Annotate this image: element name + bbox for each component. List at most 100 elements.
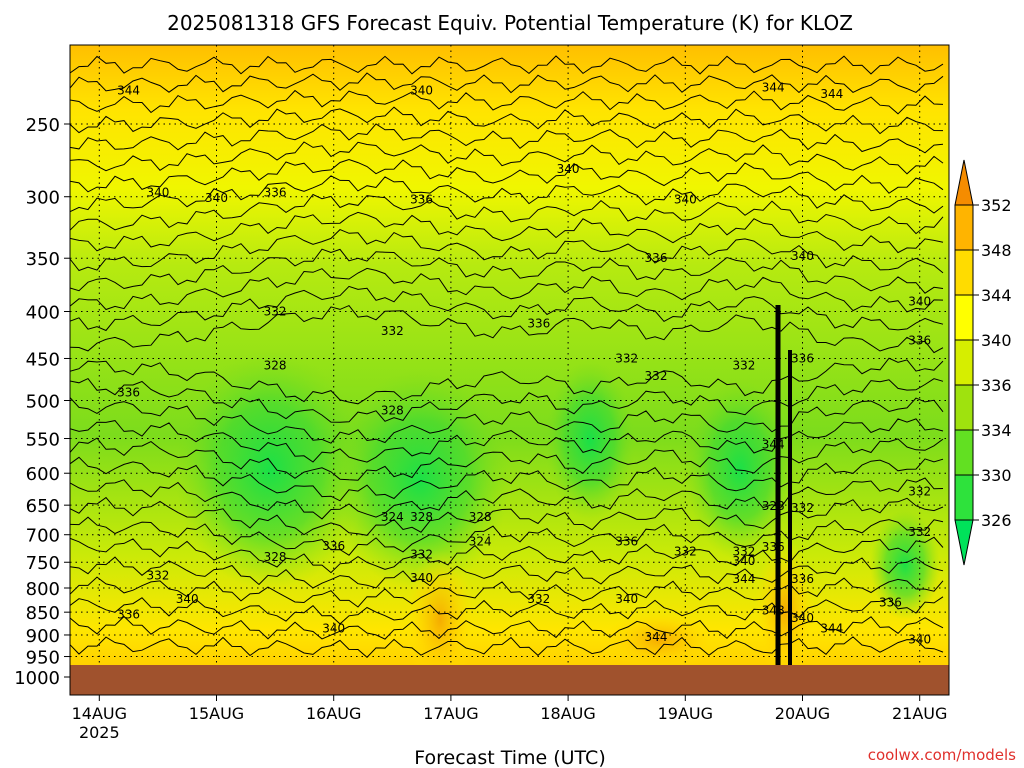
contour-labels: 344 340 344 344 340 340 340 336 336 340 336 340 340 3… bbox=[117, 80, 931, 646]
colorbar-segment bbox=[954, 249, 974, 296]
contour-label: 332 bbox=[908, 525, 931, 539]
contour-label: 336 bbox=[879, 596, 902, 610]
y-tick-label: 750 bbox=[26, 553, 60, 574]
colorbar-segment bbox=[954, 339, 974, 386]
contour-label: 324 bbox=[469, 535, 492, 549]
cool-region bbox=[870, 510, 940, 620]
x-tick-label: 14AUG bbox=[72, 704, 127, 723]
contour-line bbox=[70, 304, 944, 354]
colorbar-segment bbox=[954, 429, 974, 476]
contour-label: 332 bbox=[146, 568, 169, 582]
colorbar-segment bbox=[954, 204, 974, 251]
contour-label: 332 bbox=[732, 544, 755, 558]
contour-line bbox=[70, 615, 944, 640]
contour-line bbox=[70, 397, 944, 444]
contour-label: 340 bbox=[908, 632, 931, 646]
contour-line bbox=[70, 377, 944, 423]
x-tick-label: 18AUG bbox=[540, 704, 595, 723]
colorbar: 326 330 334 336 340 344 348 352 bbox=[954, 159, 1012, 566]
y-tick-label: 350 bbox=[26, 249, 60, 270]
contour-label: 332 bbox=[615, 351, 638, 365]
contour-label: 340 bbox=[908, 294, 931, 308]
contour-line bbox=[70, 576, 944, 608]
contour-label: 340 bbox=[791, 249, 814, 263]
y-tick-label: 950 bbox=[26, 648, 60, 669]
y-tick-label: 250 bbox=[26, 115, 60, 136]
contour-line bbox=[70, 267, 944, 313]
contour-line bbox=[70, 556, 944, 589]
contour-label: 332 bbox=[791, 501, 814, 515]
x-tick-label: 15AUG bbox=[189, 704, 244, 723]
y-tick-label: 300 bbox=[26, 188, 60, 209]
contour-label: 336 bbox=[791, 351, 814, 365]
colorbar-label: 336 bbox=[981, 376, 1012, 395]
colorbar-segment bbox=[954, 294, 974, 341]
contour-label: 336 bbox=[264, 186, 287, 200]
contour-line bbox=[70, 193, 944, 235]
plot-frame bbox=[69, 44, 950, 696]
contour-label: 328 bbox=[264, 359, 287, 373]
contour-line bbox=[70, 141, 944, 175]
contour-label: 336 bbox=[527, 316, 550, 330]
x-tick-label: 19AUG bbox=[658, 704, 713, 723]
contour-line bbox=[70, 357, 944, 405]
contour-label: 344 bbox=[645, 630, 668, 644]
x-tick-label: 16AUG bbox=[306, 704, 361, 723]
warm-region bbox=[405, 550, 475, 690]
contour-line bbox=[70, 55, 944, 75]
contour-label: 328 bbox=[264, 550, 287, 564]
y-tick-label: 500 bbox=[26, 392, 60, 413]
colorbar-label: 352 bbox=[981, 196, 1012, 215]
pressure-axis: 2503003504004505005506006507007508008509… bbox=[14, 115, 70, 689]
contour-line bbox=[70, 496, 944, 536]
contour-label: 332 bbox=[674, 544, 697, 558]
contour-line bbox=[70, 516, 944, 556]
contour-line bbox=[70, 456, 944, 502]
contour-label: 340 bbox=[410, 571, 433, 585]
plot-area: 344 340 344 344 340 340 340 336 336 340 336 340 340 3… bbox=[70, 45, 949, 695]
contour-line bbox=[70, 596, 944, 625]
contour-label: 336 bbox=[117, 385, 140, 399]
y-tick-label: 450 bbox=[26, 349, 60, 370]
contour-label: 336 bbox=[615, 535, 638, 549]
contour-label: 324 bbox=[381, 510, 404, 524]
contour-label: 336 bbox=[791, 572, 814, 586]
colorbar-label: 348 bbox=[981, 241, 1012, 260]
contour-line bbox=[70, 158, 944, 194]
colorbar-max-triangle bbox=[954, 159, 974, 206]
y-tick-label: 400 bbox=[26, 302, 60, 323]
cool-region bbox=[175, 350, 365, 590]
contour-label: 340 bbox=[322, 621, 345, 635]
contour-label: 344 bbox=[820, 621, 843, 635]
contour-label: 336 bbox=[322, 539, 345, 553]
credit-link[interactable]: coolwx.com/models bbox=[868, 746, 1016, 764]
contour-label: 332 bbox=[381, 324, 404, 338]
contour-label: 344 bbox=[732, 572, 755, 586]
y-tick-label: 600 bbox=[26, 464, 60, 485]
contour-label: 328 bbox=[762, 499, 785, 513]
contour-label: 340 bbox=[176, 592, 199, 606]
contour-label: 332 bbox=[732, 359, 755, 373]
colorbar-segment bbox=[954, 384, 974, 431]
cool-region bbox=[545, 360, 635, 520]
y-tick-label: 550 bbox=[26, 430, 60, 451]
contour-label: 344 bbox=[762, 80, 785, 94]
x-tick-year: 2025 bbox=[79, 723, 120, 742]
contour-label: 336 bbox=[762, 540, 785, 554]
contour-line bbox=[70, 418, 944, 463]
contour-label: 332 bbox=[264, 304, 287, 318]
colorbar-label: 330 bbox=[981, 466, 1012, 485]
x-tick-label: 17AUG bbox=[423, 704, 478, 723]
contour-line bbox=[70, 248, 944, 294]
y-tick-label: 650 bbox=[26, 496, 60, 517]
contour-line bbox=[70, 175, 944, 214]
contour-line bbox=[70, 123, 944, 154]
contour-label: 328 bbox=[381, 404, 404, 418]
contour-line bbox=[70, 285, 944, 332]
contour-label: 340 bbox=[615, 592, 638, 606]
contour-line bbox=[70, 229, 944, 274]
contour-label: 348 bbox=[762, 603, 785, 617]
contour-label: 332 bbox=[908, 484, 931, 498]
